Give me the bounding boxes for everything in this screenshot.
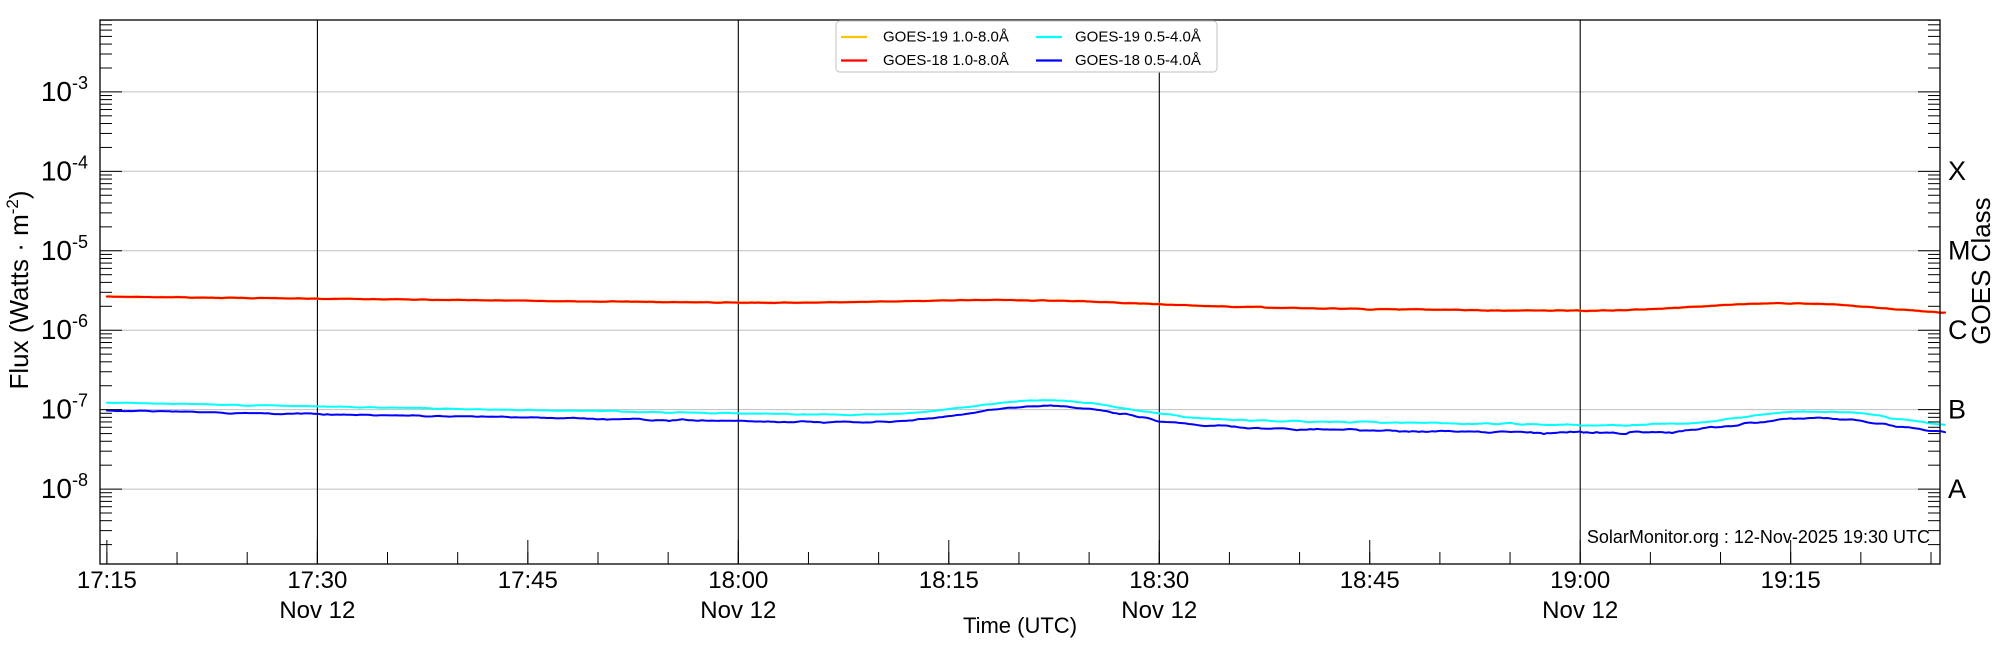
svg-text:19:00: 19:00 (1550, 567, 1610, 594)
svg-text:GOES-18 0.5-4.0Å: GOES-18 0.5-4.0Å (1075, 52, 1201, 69)
svg-text:GOES-19 1.0-8.0Å: GOES-19 1.0-8.0Å (883, 29, 1009, 46)
svg-text:18:30: 18:30 (1129, 567, 1189, 594)
svg-text:C: C (1948, 315, 1968, 345)
svg-text:A: A (1948, 474, 1966, 504)
svg-text:19:15: 19:15 (1761, 567, 1821, 594)
svg-text:17:15: 17:15 (77, 567, 137, 594)
svg-text:GOES-19 0.5-4.0Å: GOES-19 0.5-4.0Å (1075, 29, 1201, 46)
svg-text:18:00: 18:00 (708, 567, 768, 594)
svg-text:17:30: 17:30 (287, 567, 347, 594)
svg-text:17:45: 17:45 (498, 567, 558, 594)
svg-text:18:45: 18:45 (1340, 567, 1400, 594)
svg-text:M: M (1948, 236, 1971, 266)
svg-text:18:15: 18:15 (919, 567, 979, 594)
svg-text:Flux (Watts · m-2): Flux (Watts · m-2) (3, 190, 34, 389)
svg-text:Nov 12: Nov 12 (700, 597, 776, 624)
svg-text:Time (UTC): Time (UTC) (963, 613, 1077, 638)
svg-text:GOES Class: GOES Class (1966, 197, 1996, 344)
svg-text:Nov 12: Nov 12 (1542, 597, 1618, 624)
svg-text:GOES-18 1.0-8.0Å: GOES-18 1.0-8.0Å (883, 52, 1009, 69)
svg-text:SolarMonitor.org : 12-Nov-2025: SolarMonitor.org : 12-Nov-2025 19:30 UTC (1587, 527, 1930, 547)
svg-text:Nov 12: Nov 12 (1121, 597, 1197, 624)
svg-text:B: B (1948, 394, 1966, 424)
svg-text:X: X (1948, 156, 1966, 186)
svg-text:Nov 12: Nov 12 (279, 597, 355, 624)
